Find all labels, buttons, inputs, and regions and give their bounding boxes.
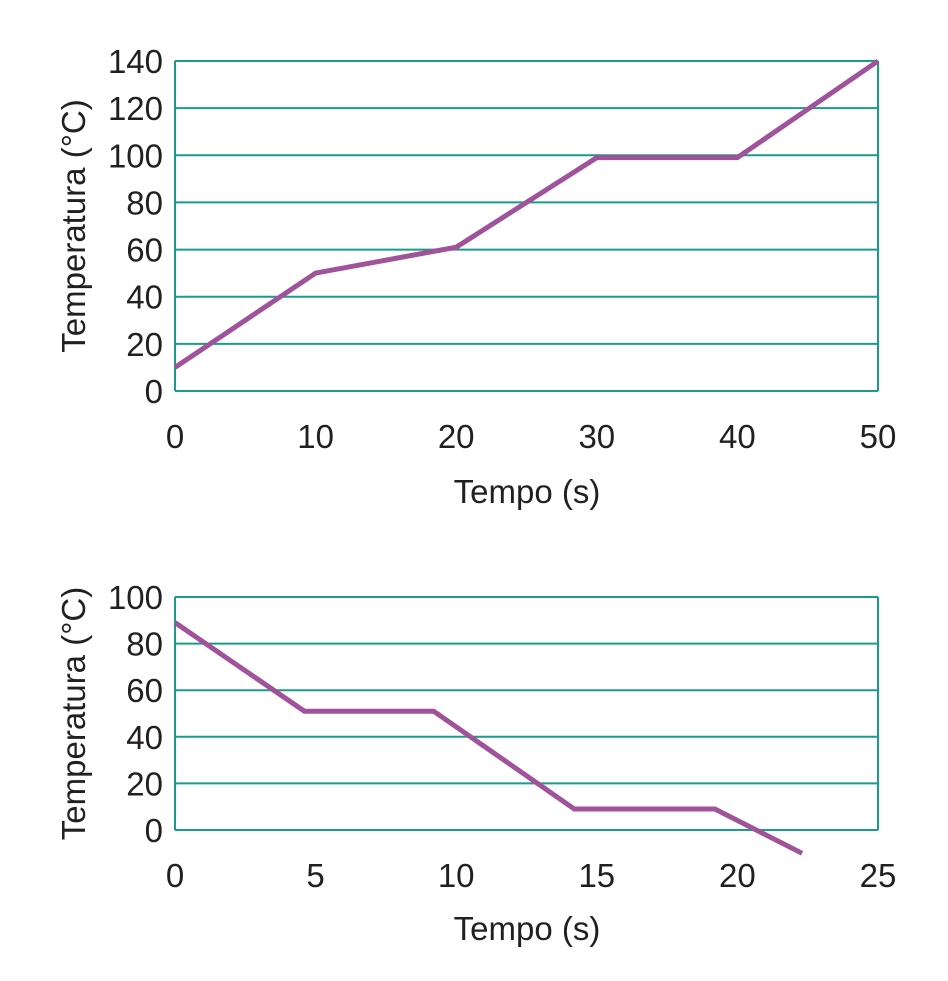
y-tick-label: 40 (126, 719, 163, 756)
x-tick-label: 20 (438, 418, 475, 455)
x-tick-label: 0 (166, 857, 184, 894)
y-tick-label: 100 (108, 579, 163, 616)
x-axis-title: Tempo (s) (454, 473, 601, 510)
chart-heating: 0 20 40 60 80 100 120 140 0 10 20 30 40 50 Tempo (s) Te… (55, 43, 896, 510)
x-axis-title: Tempo (s) (454, 910, 601, 947)
y-tick-label: 20 (126, 765, 163, 802)
y-tick-label: 0 (145, 812, 163, 849)
y-tick-label: 60 (126, 232, 163, 269)
x-tick-label: 10 (438, 857, 475, 894)
series-line (173, 58, 880, 370)
x-tick-label: 10 (297, 418, 334, 455)
x-tick-label: 15 (578, 857, 615, 894)
x-tick-label: 5 (306, 857, 324, 894)
y-tick-label: 120 (108, 90, 163, 127)
y-tick-label: 140 (108, 43, 163, 80)
y-axis-title: Temperatura (°C) (55, 587, 92, 840)
x-tick-label: 30 (578, 418, 615, 455)
y-tick-label: 20 (126, 326, 163, 363)
x-tick-label: 40 (719, 418, 756, 455)
chart-cooling: 0 20 40 60 80 100 0 5 10 15 20 25 Tempo (s) Temperatu… (55, 579, 896, 947)
series-line (173, 620, 804, 856)
y-axis-title: Temperatura (°C) (55, 99, 92, 352)
y-tick-label: 80 (126, 184, 163, 221)
x-tick-label: 50 (860, 418, 897, 455)
y-tick-label: 40 (126, 279, 163, 316)
y-tick-label: 0 (145, 373, 163, 410)
x-tick-label: 0 (166, 418, 184, 455)
y-tick-label: 80 (126, 626, 163, 663)
x-tick-label: 25 (860, 857, 897, 894)
y-tick-label: 60 (126, 672, 163, 709)
y-tick-label: 100 (108, 137, 163, 174)
x-tick-label: 20 (719, 857, 756, 894)
